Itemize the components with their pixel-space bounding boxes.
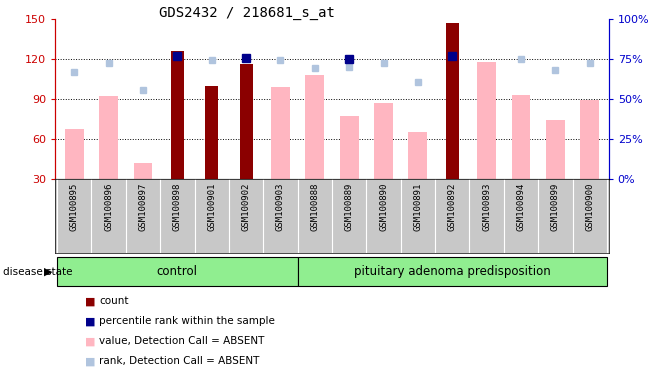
Text: GSM100892: GSM100892	[448, 182, 457, 231]
Text: percentile rank within the sample: percentile rank within the sample	[99, 316, 275, 326]
Text: GSM100895: GSM100895	[70, 182, 79, 231]
Bar	[546, 120, 565, 179]
Text: GSM100889: GSM100889	[344, 182, 353, 231]
Bar	[133, 163, 152, 179]
Bar	[205, 86, 218, 179]
Bar	[374, 103, 393, 179]
Bar	[99, 96, 118, 179]
Text: GSM100903: GSM100903	[276, 182, 285, 231]
Text: ■: ■	[85, 336, 95, 346]
Text: GSM100902: GSM100902	[242, 182, 251, 231]
Bar	[65, 129, 84, 179]
Text: control: control	[157, 265, 198, 278]
Text: disease state: disease state	[3, 266, 73, 277]
Bar	[171, 51, 184, 179]
Text: ■: ■	[85, 296, 95, 306]
Text: GSM100888: GSM100888	[311, 182, 320, 231]
Text: count: count	[99, 296, 128, 306]
Text: GSM100900: GSM100900	[585, 182, 594, 231]
Text: GSM100890: GSM100890	[379, 182, 388, 231]
Text: ▶: ▶	[44, 266, 52, 277]
Text: ■: ■	[85, 316, 95, 326]
Bar	[340, 116, 359, 179]
Text: GSM100901: GSM100901	[207, 182, 216, 231]
Text: GSM100898: GSM100898	[173, 182, 182, 231]
Text: value, Detection Call = ABSENT: value, Detection Call = ABSENT	[99, 336, 264, 346]
Bar	[57, 257, 298, 286]
Bar	[477, 62, 496, 179]
Text: GSM100896: GSM100896	[104, 182, 113, 231]
Text: GSM100891: GSM100891	[413, 182, 422, 231]
Bar	[240, 65, 253, 179]
Text: GSM100899: GSM100899	[551, 182, 560, 231]
Text: pituitary adenoma predisposition: pituitary adenoma predisposition	[354, 265, 551, 278]
Text: ■: ■	[85, 356, 95, 366]
Bar	[305, 75, 324, 179]
Bar	[298, 257, 607, 286]
Bar	[408, 132, 428, 179]
Text: GSM100897: GSM100897	[139, 182, 148, 231]
Bar	[512, 95, 531, 179]
Text: GSM100894: GSM100894	[516, 182, 525, 231]
Bar	[446, 23, 459, 179]
Text: GSM100893: GSM100893	[482, 182, 491, 231]
Text: rank, Detection Call = ABSENT: rank, Detection Call = ABSENT	[99, 356, 259, 366]
Bar	[580, 100, 599, 179]
Text: GDS2432 / 218681_s_at: GDS2432 / 218681_s_at	[159, 6, 335, 20]
Bar	[271, 87, 290, 179]
